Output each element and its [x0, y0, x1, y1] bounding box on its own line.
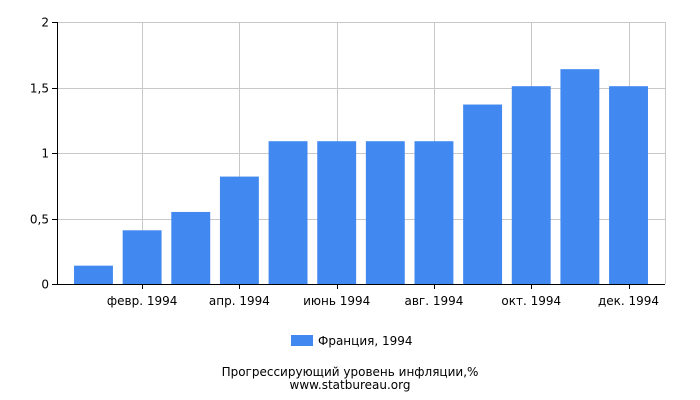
axes [52, 22, 665, 289]
bars [74, 69, 648, 284]
bar-март-1994 [171, 211, 211, 284]
legend-label-france: Франция, 1994 [318, 334, 413, 348]
y-tick-label: 1 [41, 147, 49, 161]
source-url: www.statbureau.org [290, 378, 411, 392]
bar-авг-1994 [414, 141, 454, 284]
x-tick-label-июнь-1994: июнь 1994 [303, 294, 370, 308]
y-tick-labels: 0 0,5 1 1,5 2 [30, 16, 49, 292]
bar-нояб-1994 [560, 69, 600, 284]
bar-февр-1994 [122, 230, 162, 284]
bar-июнь-1994 [317, 141, 357, 284]
y-tick-label: 2 [41, 16, 49, 30]
x-tick-label-дек-1994: дек. 1994 [598, 294, 659, 308]
legend: Франция, 1994 [291, 334, 413, 348]
x-tick-label-окт-1994: окт. 1994 [501, 294, 561, 308]
bar-июль-1994 [365, 141, 405, 284]
bar-апр-1994 [219, 176, 259, 284]
y-tick-label: 0,5 [30, 213, 49, 227]
legend-swatch [291, 335, 313, 346]
x-tick-labels: февр. 1994 апр. 1994 июнь 1994 авг. 1994 окт… [107, 294, 659, 308]
bar-янв-1994 [74, 265, 113, 284]
bar-окт-1994 [511, 86, 551, 284]
y-tick-label: 0 [41, 278, 49, 292]
chart-caption: Прогрессирующий уровень инфляции,% [222, 365, 479, 379]
bar-сент-1994 [463, 104, 503, 284]
bar-май-1994 [268, 141, 308, 284]
x-tick-label-апр-1994: апр. 1994 [209, 294, 270, 308]
bar-дек-1994 [609, 86, 648, 284]
y-tick-label: 1,5 [30, 82, 49, 96]
x-tick-label-февр-1994: февр. 1994 [107, 294, 178, 308]
x-tick-label-авг-1994: авг. 1994 [405, 294, 464, 308]
